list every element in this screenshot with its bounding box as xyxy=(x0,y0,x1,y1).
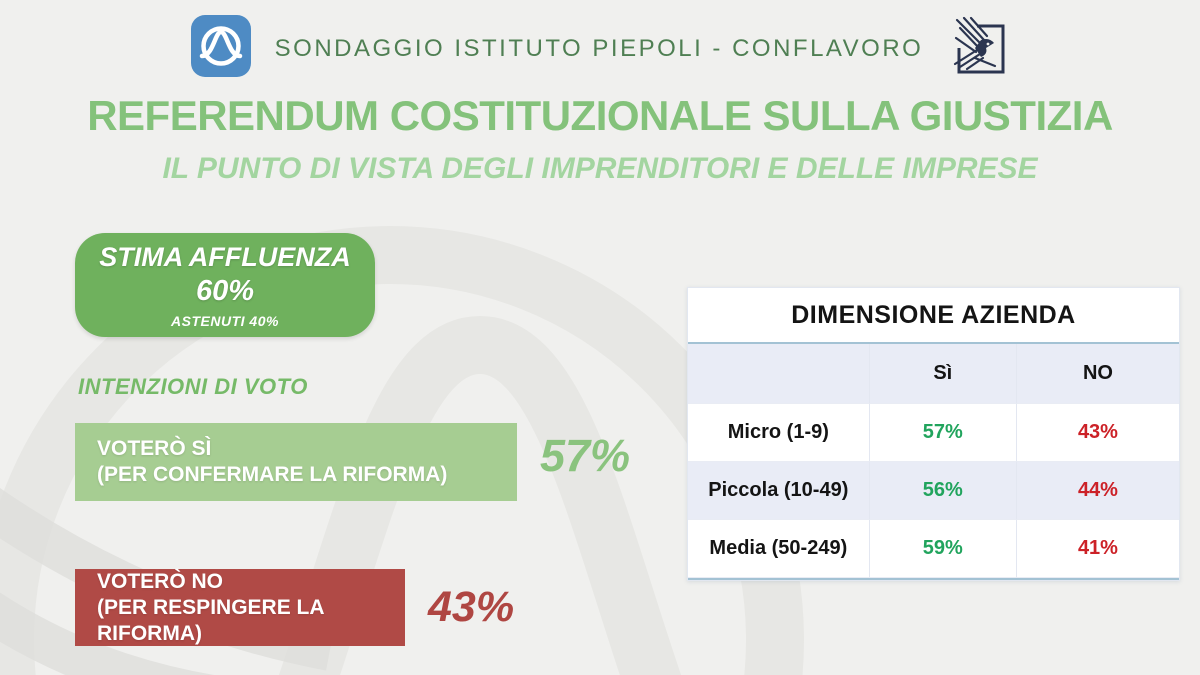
table-row-micro-si: 57% xyxy=(869,404,1017,462)
turnout-estimate-box: STIMA AFFLUENZA 60% ASTENUTI 40% xyxy=(75,233,375,337)
table-grid: Sì NO Micro (1-9) 57% 43% Piccola (10-49… xyxy=(688,344,1179,578)
bar-votero-no: VOTERÒ NO (PER RESPINGERE LA RIFORMA) xyxy=(75,569,405,646)
bar-no-label-line1: VOTERÒ NO xyxy=(97,569,224,593)
header: SONDAGGIO ISTITUTO PIEPOLI - CONFLAVORO xyxy=(0,14,1200,83)
company-size-table: DIMENSIONE AZIENDA Sì NO Micro (1-9) 57%… xyxy=(687,287,1180,581)
table-title: DIMENSIONE AZIENDA xyxy=(688,288,1179,344)
conflavoro-eagle-icon xyxy=(947,14,1009,83)
bar-si-label-line1: VOTERÒ SÌ xyxy=(97,437,212,460)
table-row-micro-no: 43% xyxy=(1016,404,1179,462)
istituto-piepoli-logo-icon xyxy=(190,15,251,82)
bar-no-value: 43% xyxy=(428,583,515,631)
table-row-media-label: Media (50-249) xyxy=(688,520,870,578)
page-title: REFERENDUM COSTITUZIONALE SULLA GIUSTIZI… xyxy=(87,92,1113,139)
table-row-media-si: 59% xyxy=(869,520,1017,578)
table-row-media-no: 41% xyxy=(1016,520,1179,578)
turnout-value: 60% xyxy=(195,274,255,307)
table-header-empty xyxy=(688,344,870,404)
table-header-no: NO xyxy=(1016,344,1179,404)
bar-si-label-line2: (PER CONFERMARE LA RIFORMA) xyxy=(97,463,448,486)
page-subtitle: IL PUNTO DI VISTA DEGLI IMPRENDITORI E D… xyxy=(162,152,1038,185)
table-row-piccola-label: Piccola (10-49) xyxy=(688,462,870,520)
bar-si-value: 57% xyxy=(540,430,631,481)
table-bottom-rule xyxy=(688,578,1179,580)
table-header-si: Sì xyxy=(869,344,1017,404)
turnout-label: STIMA AFFLUENZA xyxy=(99,241,351,272)
table-row-piccola-no: 44% xyxy=(1016,462,1179,520)
bar-no-label-line2: (PER RESPINGERE LA RIFORMA) xyxy=(97,595,324,645)
voting-intentions-section-label: INTENZIONI DI VOTO xyxy=(78,374,308,399)
bar-votero-si: VOTERÒ SÌ (PER CONFERMARE LA RIFORMA) xyxy=(75,423,517,501)
abstained-label: ASTENUTI 40% xyxy=(171,312,279,329)
table-row-piccola-si: 56% xyxy=(869,462,1017,520)
survey-source-title: SONDAGGIO ISTITUTO PIEPOLI - CONFLAVORO xyxy=(274,34,924,62)
table-row-micro-label: Micro (1-9) xyxy=(688,404,870,462)
